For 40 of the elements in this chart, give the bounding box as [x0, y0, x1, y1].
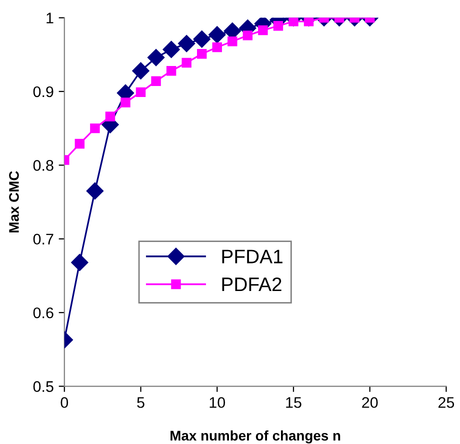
x-tick-label: 5	[137, 397, 144, 408]
point	[193, 30, 210, 48]
y-axis-title: Max CMC	[9, 171, 19, 232]
x-tick-label: 10	[210, 397, 226, 408]
point	[86, 182, 104, 200]
y-tick-label: 0.6	[33, 307, 54, 318]
point	[196, 49, 207, 59]
y-tick-label: 1	[46, 12, 54, 24]
legend-label: PDFA2	[222, 277, 282, 292]
point	[228, 36, 238, 46]
point	[273, 21, 284, 31]
x-tick-label: 0	[60, 397, 68, 408]
point	[242, 30, 253, 40]
point	[304, 18, 314, 26]
point	[182, 58, 192, 68]
legend-label: PFDA1	[222, 250, 282, 264]
y-tick-label: 0.9	[33, 86, 54, 98]
point	[258, 25, 268, 36]
point	[178, 35, 196, 52]
x-tick-label: 15	[286, 397, 302, 408]
point	[136, 87, 146, 98]
y-tick-label: 0.7	[33, 234, 54, 245]
point	[212, 42, 222, 52]
x-tick-label: 25	[438, 397, 454, 408]
point	[132, 62, 150, 80]
point	[151, 76, 161, 86]
point	[90, 123, 100, 134]
point	[120, 98, 130, 108]
point	[105, 112, 116, 122]
point	[288, 18, 298, 26]
x-tick-label: 20	[362, 397, 378, 408]
point	[166, 66, 176, 76]
point	[71, 254, 88, 272]
y-tick-label: 0.8	[33, 160, 54, 171]
point	[74, 138, 85, 149]
x-axis-title: Max number of changes n	[170, 430, 340, 444]
point	[147, 49, 165, 66]
point	[162, 40, 180, 58]
point	[208, 26, 226, 44]
y-tick-label: 0.5	[33, 381, 54, 392]
